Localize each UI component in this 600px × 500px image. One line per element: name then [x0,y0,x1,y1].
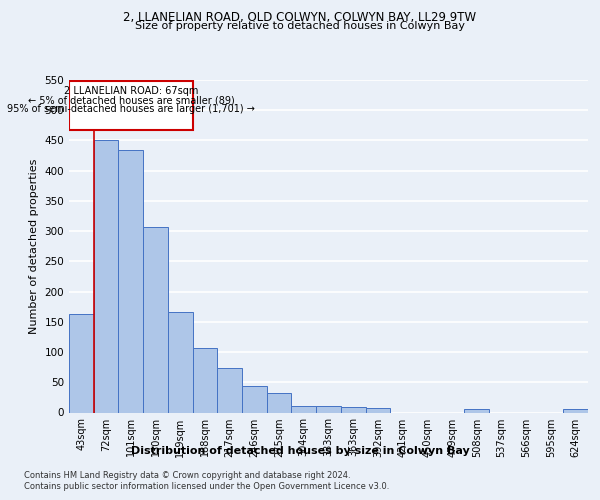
Bar [217,368,242,412]
Bar [292,406,316,412]
Y-axis label: Number of detached properties: Number of detached properties [29,158,39,334]
Text: 2 LLANELIAN ROAD: 67sqm: 2 LLANELIAN ROAD: 67sqm [64,86,198,96]
Bar [464,410,489,412]
Bar [118,150,143,412]
Bar [365,408,390,412]
Bar [267,393,292,412]
Bar [94,140,118,412]
Bar [316,406,341,412]
Bar [69,314,94,412]
Bar [193,348,217,412]
Bar [563,410,588,412]
Bar [168,312,193,412]
Text: ← 5% of detached houses are smaller (89): ← 5% of detached houses are smaller (89) [28,95,235,105]
Text: Contains HM Land Registry data © Crown copyright and database right 2024.: Contains HM Land Registry data © Crown c… [24,471,350,480]
Text: 95% of semi-detached houses are larger (1,701) →: 95% of semi-detached houses are larger (… [7,104,255,114]
Bar [341,407,365,412]
Text: Size of property relative to detached houses in Colwyn Bay: Size of property relative to detached ho… [135,21,465,31]
Bar [143,227,168,412]
Bar [242,386,267,412]
Text: 2, LLANELIAN ROAD, OLD COLWYN, COLWYN BAY, LL29 9TW: 2, LLANELIAN ROAD, OLD COLWYN, COLWYN BA… [124,11,476,24]
Text: Distribution of detached houses by size in Colwyn Bay: Distribution of detached houses by size … [131,446,469,456]
Text: Contains public sector information licensed under the Open Government Licence v3: Contains public sector information licen… [24,482,389,491]
FancyBboxPatch shape [70,81,193,130]
